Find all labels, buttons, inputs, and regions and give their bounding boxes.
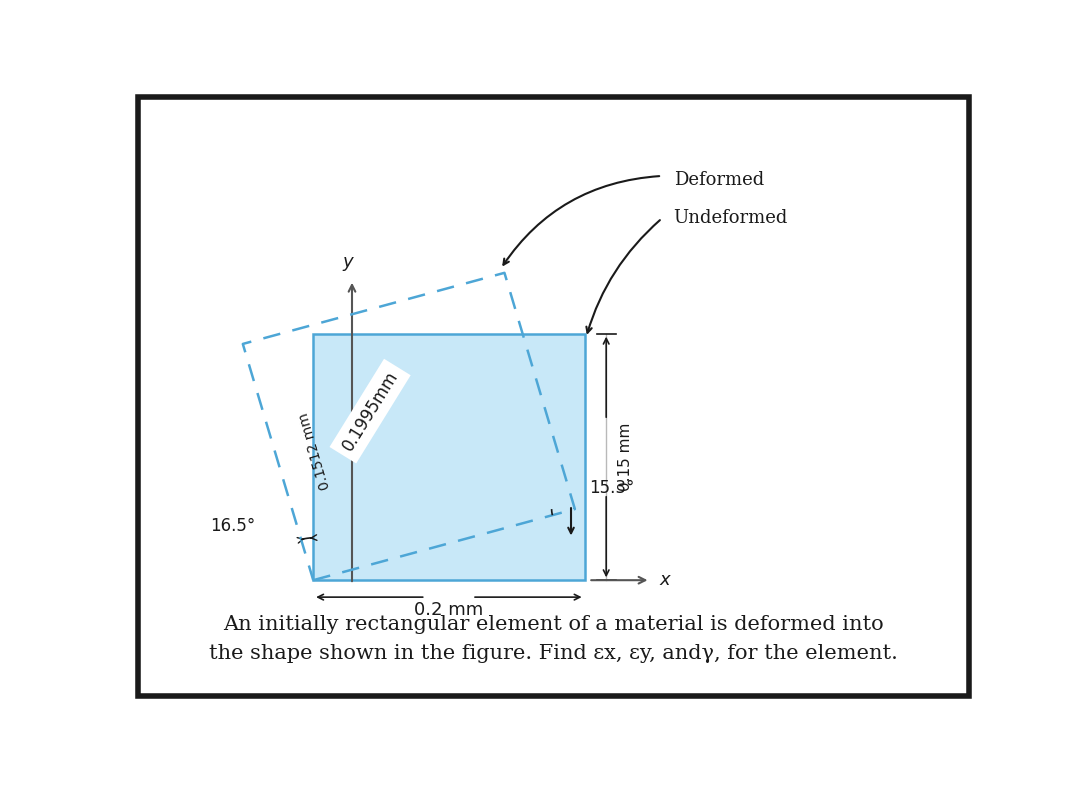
Text: 0.15 mm: 0.15 mm <box>618 423 633 491</box>
Text: the shape shown in the figure. Find εx, εy, andγ, for the element.: the shape shown in the figure. Find εx, … <box>210 644 897 663</box>
Text: 16.5°: 16.5° <box>210 517 255 535</box>
Text: 15.3°: 15.3° <box>589 479 634 497</box>
Text: y: y <box>342 252 353 270</box>
Text: 0.2 mm: 0.2 mm <box>415 601 484 619</box>
Text: x: x <box>660 571 671 590</box>
Text: 0.1512 mm: 0.1512 mm <box>297 411 334 491</box>
Text: 0.1995mm: 0.1995mm <box>339 368 402 454</box>
Text: Undeformed: Undeformed <box>674 209 788 227</box>
Bar <box>313 334 584 580</box>
Text: Deformed: Deformed <box>674 171 764 189</box>
FancyBboxPatch shape <box>138 97 969 696</box>
Text: An initially rectangular element of a material is deformed into: An initially rectangular element of a ma… <box>224 615 883 634</box>
